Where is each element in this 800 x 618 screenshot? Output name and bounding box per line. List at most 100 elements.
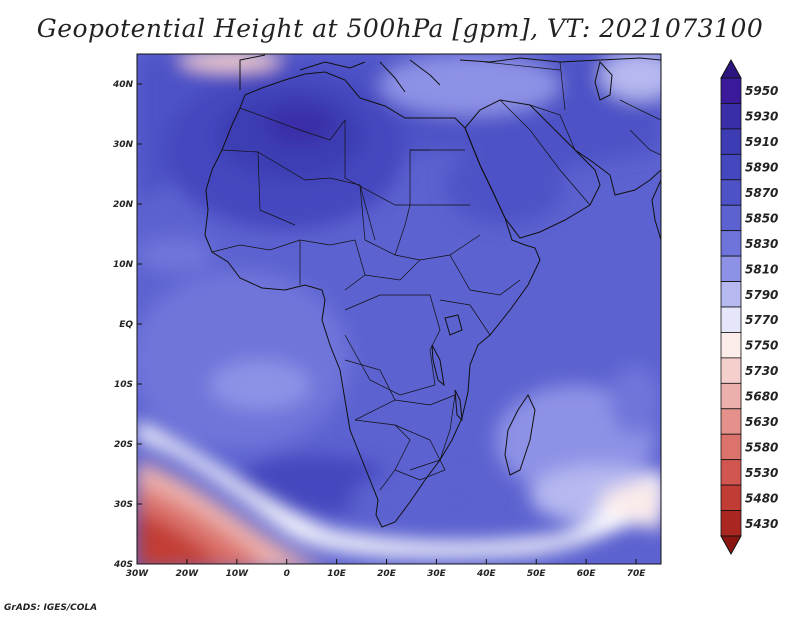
border-westafrica: [211, 239, 301, 285]
lon-tick-label: 30W: [126, 569, 150, 579]
colorbar-swatch: [720, 433, 742, 461]
field-trough-core: [137, 510, 224, 564]
colorbar-swatch: [720, 230, 742, 257]
lon-tick-label: 0: [284, 569, 290, 579]
field-atlantic-light-patch: [210, 360, 310, 410]
lon-tick-label: 40E: [476, 569, 497, 579]
colorbar-swatch: [720, 382, 742, 410]
geopotential-field: [137, 54, 661, 564]
border-eastafrica: [439, 299, 491, 336]
border-iraq-iran: [529, 61, 576, 151]
lat-tick-label: 30S: [114, 500, 133, 510]
lat-tick-label: 10S: [114, 380, 133, 390]
colorbar-label: 5750: [745, 339, 778, 353]
field-atlantic-equatorial: [137, 270, 350, 450]
longitude-axis: 30W 20W 10W 0 10E 20E 30E 40E 50E 60E 70E: [126, 559, 646, 579]
colorbar-swatch: [720, 255, 742, 282]
lon-tick-label: 30E: [427, 569, 447, 579]
colorbar-bottom-arrow: [720, 535, 742, 556]
field-white-band: [137, 420, 661, 558]
chart-title: Geopotential Height at 500hPa [gpm], VT:…: [36, 14, 764, 43]
colorbar-label: 5630: [745, 415, 778, 429]
colorbar-label: 5680: [745, 390, 778, 404]
grads-credit: GrADS: IGES/COLA: [4, 603, 98, 613]
lon-tick-label: 20E: [377, 569, 397, 579]
colorbar-swatch: [720, 179, 742, 206]
lake-malawi: [454, 389, 463, 422]
colorbar-swatch: [720, 77, 742, 104]
lon-tick-label: 10W: [226, 569, 250, 579]
madagascar-coastline: [504, 393, 536, 476]
border-egypt: [410, 149, 470, 206]
border-zambia: [394, 394, 456, 406]
field-med-ridge-break: [380, 55, 560, 115]
field-arabian-high: [445, 145, 565, 225]
colorbar-label: 5950: [745, 84, 778, 98]
africa-coastline: [204, 71, 541, 528]
arabian-coastline: [464, 99, 601, 239]
colorbar-swatch: [720, 408, 742, 435]
border-namibia: [354, 419, 411, 491]
colorbar-label: 5870: [745, 186, 778, 200]
colorbar: 5950 5930 5910 5890 5870 5850 5830 5810 5790 5770…: [720, 58, 778, 556]
caspian-coastline: [594, 60, 613, 101]
colorbar-label: 5930: [745, 110, 778, 124]
field-west-africa-light: [137, 237, 215, 273]
colorbar-swatch: [720, 204, 742, 232]
colorbar-swatch: [720, 510, 742, 537]
europe-coastline: [239, 54, 661, 93]
colorbar-label: 5730: [745, 364, 778, 378]
colorbar-swatch: [720, 484, 742, 511]
colorbar-label: 5890: [745, 161, 778, 175]
colorbar-label: 5790: [745, 288, 778, 302]
lat-tick-label: 20S: [114, 440, 133, 450]
border-mozambique: [439, 394, 456, 461]
colorbar-swatch: [720, 103, 742, 130]
border-ethiopia: [449, 254, 521, 296]
border-angola: [344, 359, 396, 421]
lon-tick-label: 60E: [577, 569, 597, 579]
colorbar-label: 5580: [745, 440, 778, 454]
colorbar-swatch: [720, 306, 742, 333]
field-sahara-high-core: [265, 105, 335, 145]
border-south-africa: [394, 459, 446, 481]
colorbar-label: 5850: [745, 211, 778, 225]
country-borders: [211, 61, 661, 491]
lon-tick-label: 10E: [327, 569, 347, 579]
lat-tick-label: 30N: [113, 140, 134, 150]
map-frame: [136, 53, 662, 565]
lake-victoria: [444, 314, 463, 336]
field-iberia-pink: [180, 54, 280, 70]
border-turkey: [484, 61, 561, 71]
lat-tick-label: 40N: [112, 80, 134, 90]
field-caspian-light: [600, 54, 661, 100]
field-southeast-pink: [600, 479, 661, 530]
colorbar-label: 5770: [745, 313, 778, 327]
colorbar-swatch: [720, 332, 742, 359]
border-sahara-west: [239, 107, 346, 141]
lat-tick-label: EQ: [119, 320, 133, 330]
border-drc: [344, 294, 441, 396]
border-car: [364, 259, 421, 281]
border-sudan: [394, 234, 481, 261]
colorbar-label: 5810: [745, 262, 778, 276]
latitude-axis: 40N 30N 20N 10N EQ 10S 20S 30S 40S: [112, 80, 142, 570]
colorbar-swatch: [720, 153, 742, 181]
border-mauritania: [221, 149, 296, 226]
colorbar-label: 5530: [745, 466, 778, 480]
border-saudi: [499, 99, 591, 206]
colorbar-label: 5830: [745, 237, 778, 251]
coastlines: [204, 54, 661, 528]
colorbar-label: 5480: [745, 491, 778, 505]
lon-tick-label: 70E: [627, 569, 647, 579]
colorbar-top-arrow: [720, 58, 742, 79]
lat-tick-label: 10N: [113, 260, 134, 270]
colorbar-swatch: [720, 357, 742, 384]
lake-tanganyika: [431, 344, 445, 387]
colorbar-label: 5910: [745, 135, 778, 149]
lat-tick-label: 40S: [113, 560, 133, 570]
persian-gulf-coastline: [574, 149, 661, 196]
colorbar-swatch: [720, 128, 742, 155]
lon-tick-label: 50E: [527, 569, 547, 579]
